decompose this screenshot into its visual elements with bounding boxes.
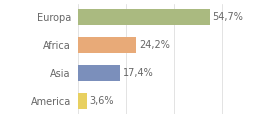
Bar [78, 37, 136, 53]
Text: 17,4%: 17,4% [123, 68, 153, 78]
Bar [78, 65, 120, 81]
Text: 54,7%: 54,7% [212, 12, 243, 22]
Bar [78, 9, 210, 25]
Text: 3,6%: 3,6% [89, 96, 114, 106]
Bar [78, 93, 87, 109]
Text: 24,2%: 24,2% [139, 40, 170, 50]
